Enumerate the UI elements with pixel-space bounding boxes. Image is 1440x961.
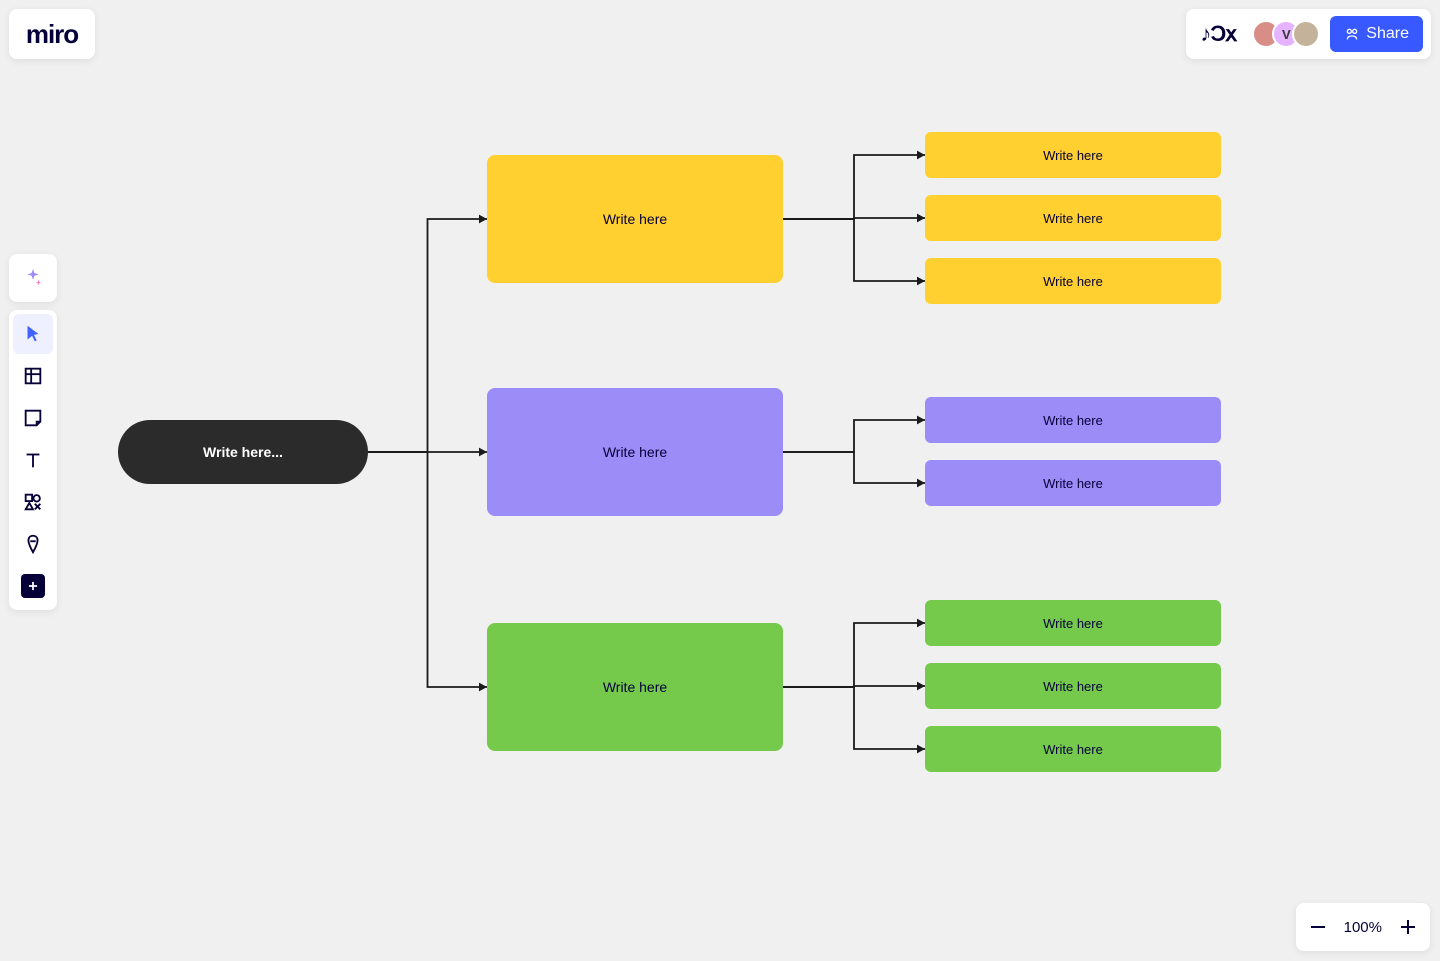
node-label: Write here: [1043, 476, 1103, 491]
zoom-controls: 100%: [1296, 903, 1430, 951]
leaf-node[interactable]: Write here: [925, 195, 1221, 241]
mid-node[interactable]: Write here: [487, 388, 783, 516]
mid-node[interactable]: Write here: [487, 623, 783, 751]
canvas[interactable]: Write here... Write here Write here Write h…: [0, 0, 1440, 961]
node-label: Write here: [1043, 413, 1103, 428]
node-label: Write here: [603, 211, 667, 227]
leaf-node[interactable]: Write here: [925, 132, 1221, 178]
zoom-level: 100%: [1344, 919, 1382, 936]
node-label: Write here...: [203, 444, 283, 460]
minus-icon: [1306, 915, 1330, 939]
node-label: Write here: [1043, 274, 1103, 289]
leaf-node[interactable]: Write here: [925, 663, 1221, 709]
node-label: Write here: [603, 444, 667, 460]
zoom-out-button[interactable]: [1306, 915, 1330, 939]
node-label: Write here: [1043, 211, 1103, 226]
leaf-node[interactable]: Write here: [925, 726, 1221, 772]
leaf-node[interactable]: Write here: [925, 258, 1221, 304]
mid-node[interactable]: Write here: [487, 155, 783, 283]
root-node[interactable]: Write here...: [118, 420, 368, 484]
leaf-node[interactable]: Write here: [925, 397, 1221, 443]
node-label: Write here: [1043, 148, 1103, 163]
leaf-node[interactable]: Write here: [925, 460, 1221, 506]
leaf-node[interactable]: Write here: [925, 600, 1221, 646]
node-label: Write here: [1043, 742, 1103, 757]
node-label: Write here: [1043, 616, 1103, 631]
plus-icon: [1396, 915, 1420, 939]
zoom-in-button[interactable]: [1396, 915, 1420, 939]
node-label: Write here: [1043, 679, 1103, 694]
node-label: Write here: [603, 679, 667, 695]
